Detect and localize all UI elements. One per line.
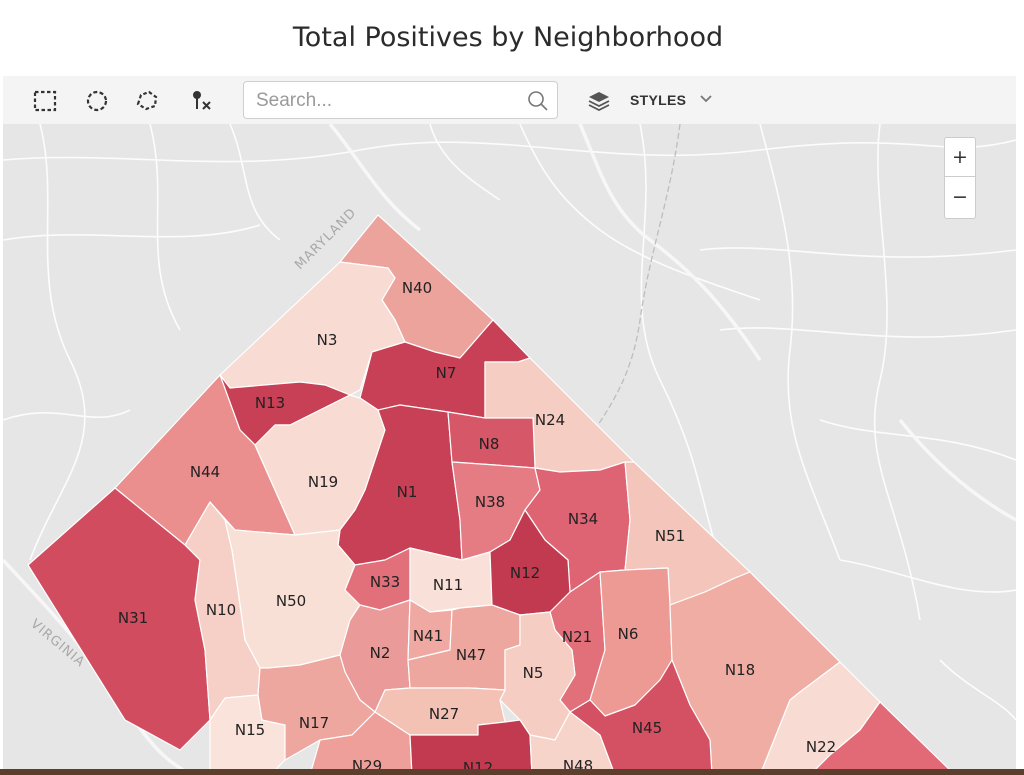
zoom-control: + − [944, 137, 976, 219]
neighborhood-N45[interactable] [569, 659, 713, 775]
neighborhood-N12[interactable] [409, 719, 533, 775]
label-N3: N3 [317, 331, 338, 349]
label-N19: N19 [308, 473, 338, 491]
bottom-edge-strip [0, 769, 1024, 775]
label-N44: N44 [190, 463, 220, 481]
label-N2: N2 [370, 644, 391, 662]
lasso-select-icon[interactable] [134, 88, 160, 114]
zoom-in-button[interactable]: + [945, 138, 975, 177]
neighborhood-east-edge[interactable] [809, 701, 956, 775]
label-N29: N24 [535, 411, 565, 429]
circle-select-icon[interactable] [84, 88, 110, 114]
rectangle-select-icon[interactable] [32, 88, 58, 114]
map-canvas[interactable]: N40 N3 N7 N13 N24 N8 N44 N19 N1 N38 N34 … [3, 124, 1016, 775]
styles-menu-button[interactable]: STYLES [630, 92, 687, 108]
label-N33: N34 [568, 510, 598, 528]
search-box [243, 81, 558, 119]
street-network [3, 124, 1016, 721]
label-N38: N38 [475, 493, 505, 511]
zoom-out-button[interactable]: − [952, 186, 968, 208]
neighborhood-polygons [27, 214, 956, 775]
label-N13: N11 [433, 576, 463, 594]
page-title: Total Positives by Neighborhood [292, 22, 724, 53]
label-N1: N1 [397, 483, 418, 501]
label-N10: N10 [206, 601, 236, 619]
map-view[interactable]: N40 N3 N7 N13 N24 N8 N44 N19 N1 N38 N34 … [3, 124, 1016, 775]
layers-icon[interactable] [587, 89, 611, 113]
label-N34: N33 [370, 573, 400, 591]
label-N18: N21 [562, 628, 592, 646]
title-bar: Total Positives by Neighborhood [0, 0, 1024, 76]
label-N15: N12 [510, 564, 540, 582]
label-N5: N5 [523, 664, 544, 682]
label-N23: N17 [299, 714, 329, 732]
label-N7: N7 [436, 364, 457, 382]
label-N41: N41 [413, 627, 443, 645]
search-icon[interactable] [527, 90, 549, 112]
label-N11: N13 [255, 394, 285, 412]
label-N22: N15 [235, 721, 265, 739]
label-N31: N27 [429, 705, 459, 723]
label-N40: N40 [402, 279, 432, 297]
map-toolbar: STYLES [3, 76, 1016, 124]
neighborhood-labels: N40 N3 N7 N13 N24 N8 N44 N19 N1 N38 N34 … [118, 279, 836, 775]
label-N27: N31 [118, 609, 148, 627]
label-N47: N47 [456, 646, 486, 664]
label-N6: N6 [618, 625, 639, 643]
label-N45: N45 [632, 719, 662, 737]
label-N21: N18 [725, 661, 755, 679]
label-N17: N22 [806, 738, 836, 756]
chevron-down-icon[interactable] [699, 92, 713, 106]
label-N51: N51 [655, 527, 685, 545]
label-N8: N8 [479, 435, 500, 453]
label-N50: N50 [276, 592, 306, 610]
search-input[interactable] [254, 88, 518, 114]
clear-pin-icon[interactable] [188, 88, 214, 114]
